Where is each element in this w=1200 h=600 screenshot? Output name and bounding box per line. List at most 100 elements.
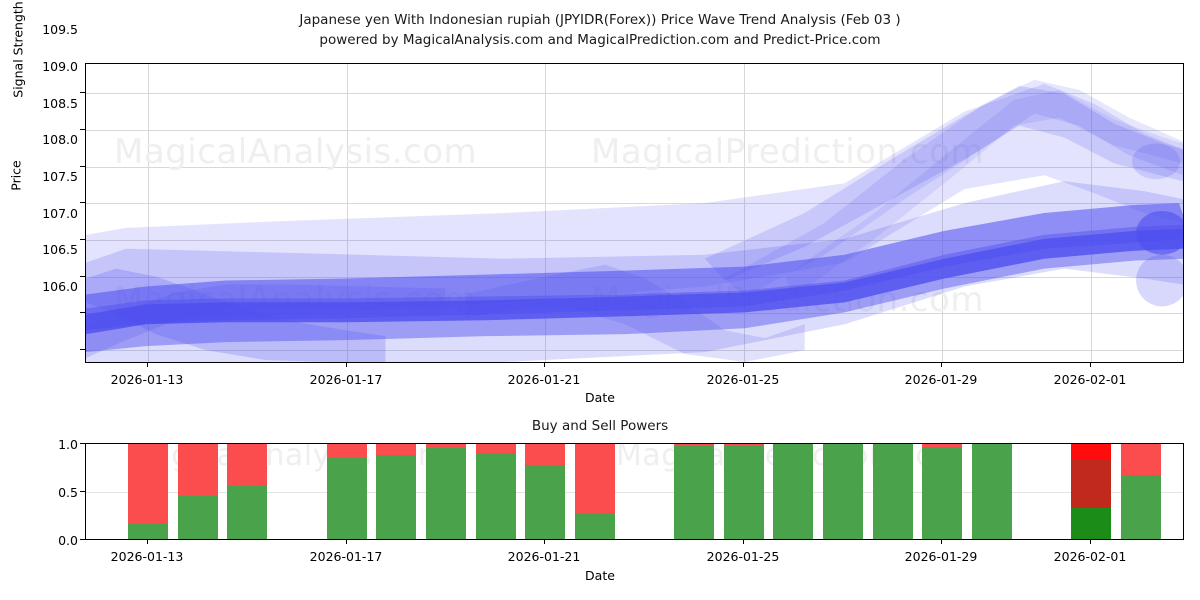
price-xtick-label: 2026-01-13: [110, 372, 184, 387]
table-row[interactable]: [426, 444, 466, 539]
table-row[interactable]: [873, 444, 913, 539]
signal-xtick-label: 2026-01-25: [706, 549, 780, 564]
wave-band-outer-envelope: [86, 83, 1183, 331]
price-xtick-label: 2026-01-25: [706, 372, 780, 387]
signal-ytick-label: 1.0: [58, 437, 78, 452]
price-xtick-label: 2026-01-17: [309, 372, 383, 387]
gridline-x-2026-01-13: [148, 64, 149, 362]
wave-band-core: [86, 203, 1183, 331]
wave-band-trend-line: [86, 228, 1183, 335]
buy-segment: [972, 444, 1012, 539]
price-ytick-label: 108.0: [42, 132, 78, 147]
gridline-x-2026-01-29: [942, 64, 943, 362]
sell-segment: [327, 444, 367, 459]
prediction-bar[interactable]: [1071, 444, 1111, 539]
sell-segment: [227, 444, 267, 486]
title-line-2: powered by MagicalAnalysis.com and Magic…: [319, 32, 881, 48]
sell-segment: [178, 444, 218, 497]
signal-xtick-mark: [544, 540, 545, 544]
sell-segment: [922, 444, 962, 447]
table-row[interactable]: [227, 444, 267, 539]
table-row[interactable]: [773, 444, 813, 539]
price-xtick-label: 2026-02-01: [1053, 372, 1127, 387]
gridline-x-2026-01-21: [545, 64, 546, 362]
buy-segment: [823, 444, 863, 539]
price-ytick-label: 109.5: [42, 22, 78, 37]
signal-xtick-label: 2026-02-01: [1053, 549, 1127, 564]
sell-segment: [724, 444, 764, 446]
table-row[interactable]: [525, 444, 565, 539]
sell-segment: [525, 444, 565, 465]
sell-segment: [376, 444, 416, 456]
price-xtick-label: 2026-01-29: [904, 372, 978, 387]
price-axis-label-x: Date: [585, 390, 615, 405]
table-row[interactable]: [724, 444, 764, 539]
price-xtick-mark: [147, 363, 148, 367]
price-ytick-mark: [80, 276, 85, 277]
price-ytick-mark: [80, 166, 85, 167]
wave-band-upper-fan: [704, 85, 1183, 281]
table-row[interactable]: [327, 444, 367, 539]
table-row[interactable]: [922, 444, 962, 539]
gridline-y-108-0: [86, 203, 1183, 204]
price-ytick-mark: [80, 349, 85, 350]
table-row[interactable]: [972, 444, 1012, 539]
buy-segment: [724, 445, 764, 539]
signal-xtick-label: 2026-01-17: [309, 549, 383, 564]
gridline-y-106-0: [86, 350, 1183, 351]
price-ytick-mark: [80, 239, 85, 240]
wave-cap-lower: [1136, 254, 1183, 307]
sell-segment: [128, 444, 168, 524]
price-ytick-mark: [80, 129, 85, 130]
buy-segment: [227, 485, 267, 539]
price-xtick-mark: [941, 363, 942, 367]
signal-axis-label-y: Signal Strength: [10, 1, 26, 98]
buy-segment: [1121, 475, 1161, 539]
sell-segment: [1121, 444, 1161, 476]
price-ytick-label: 107.5: [42, 169, 78, 184]
price-ytick-label: 109.0: [42, 59, 78, 74]
gridline-y-107-5: [86, 240, 1183, 241]
table-row[interactable]: [476, 444, 516, 539]
signal-xtick-mark: [147, 540, 148, 544]
price-ytick-mark: [80, 92, 85, 93]
gridline-x-2026-01-25: [744, 64, 745, 362]
signal-chart-title: Buy and Sell Powers: [531, 418, 669, 434]
title-line-1: Japanese yen With Indonesian rupiah (JPY…: [299, 12, 901, 28]
buy-segment: [178, 496, 218, 539]
signal-ytick-label: 0.0: [58, 533, 78, 548]
buy-segment: [128, 523, 168, 539]
signal-ytick-mark: [80, 539, 85, 540]
table-row[interactable]: [674, 444, 714, 539]
table-row[interactable]: [376, 444, 416, 539]
signal-xtick-label: 2026-01-13: [110, 549, 184, 564]
price-ytick-mark: [80, 312, 85, 313]
sell-segment: [575, 444, 615, 514]
predicted-sell-segment-bright: [1071, 444, 1111, 461]
table-row[interactable]: [178, 444, 218, 539]
buy-segment: [376, 455, 416, 539]
table-row[interactable]: [823, 444, 863, 539]
table-row[interactable]: [128, 444, 168, 539]
wave-band-upper-fan-3: [784, 89, 1183, 297]
price-ytick-label: 107.0: [42, 206, 78, 221]
price-xtick-mark: [743, 363, 744, 367]
buy-segment: [426, 447, 466, 539]
price-ytick-mark: [80, 202, 85, 203]
gridline-y-109-0: [86, 130, 1183, 131]
price-xtick-mark: [1090, 363, 1091, 367]
signal-xtick-mark: [743, 540, 744, 544]
buy-segment: [575, 513, 615, 539]
price-ytick-label: 106.5: [42, 242, 78, 257]
price-ytick-label: 108.5: [42, 96, 78, 111]
price-ytick-label: 106.0: [42, 279, 78, 294]
buy-segment: [922, 446, 962, 539]
table-row[interactable]: [1121, 444, 1161, 539]
wave-band-mid-bulge: [465, 264, 805, 362]
gridline-y-108-5: [86, 167, 1183, 168]
wave-cap-core: [1136, 211, 1183, 255]
signal-xtick-mark: [1090, 540, 1091, 544]
table-row[interactable]: [575, 444, 615, 539]
price-xtick-label: 2026-01-21: [507, 372, 581, 387]
